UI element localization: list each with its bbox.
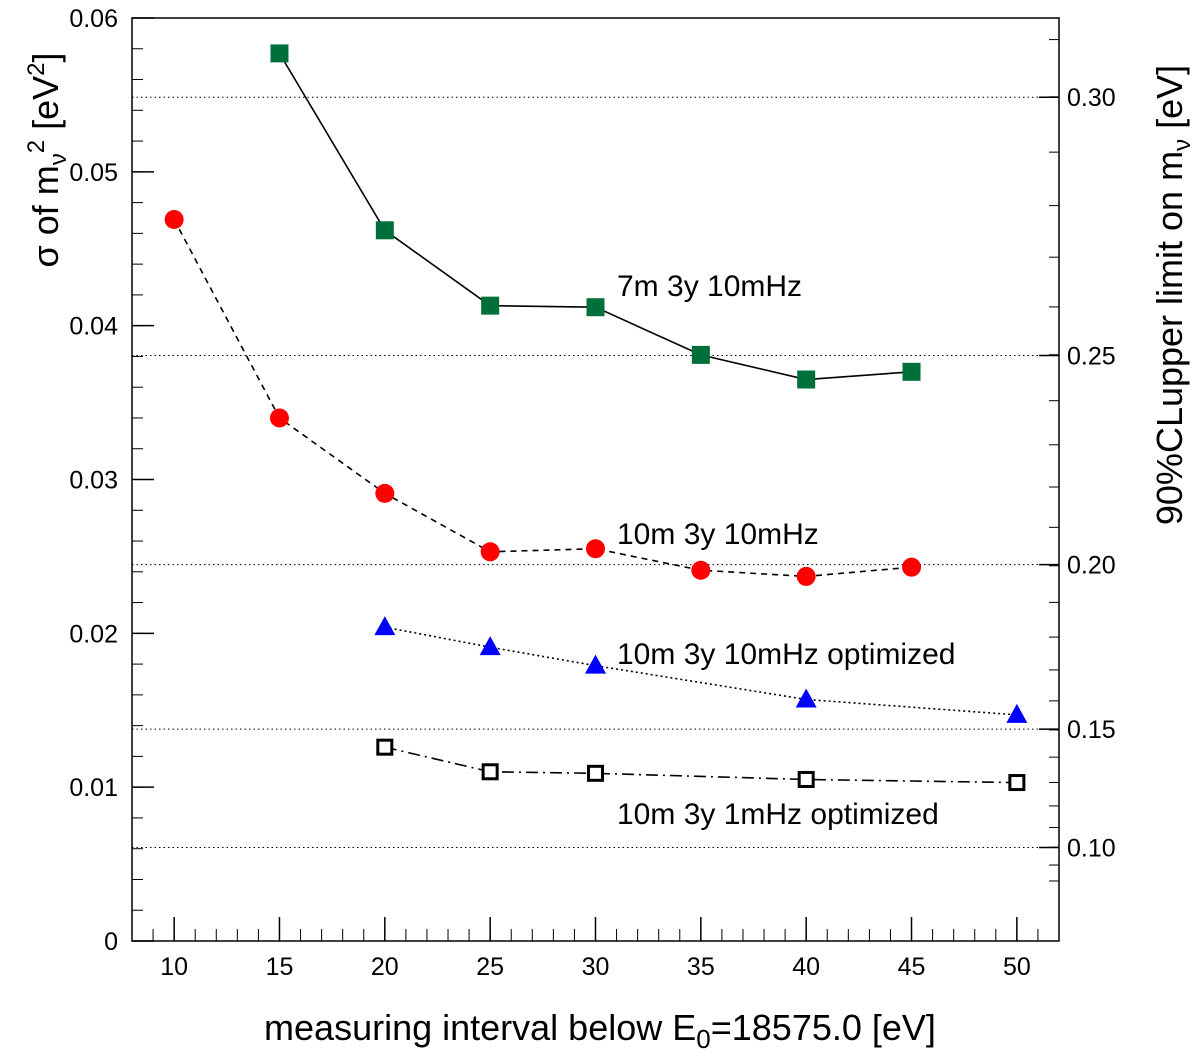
y-tick-label: 0.04 [69,313,118,341]
x-tick-label: 45 [898,953,926,981]
y-tick-label: 0 [104,928,118,956]
y-tick-label: 0.06 [69,5,118,33]
y-tick-label: 0.02 [69,620,118,648]
right-tick-label: 0.10 [1067,834,1116,862]
series-label: 10m 3y 1mHz optimized [617,798,939,831]
series-label: 10m 3y 10mHz [617,518,819,551]
data-point [797,770,815,788]
right-tick-label: 0.30 [1067,84,1116,112]
data-point [587,764,604,782]
data-point [585,654,606,674]
x-tick-label: 20 [371,953,399,981]
y-tick-label: 0.03 [69,467,118,495]
x-tick-label: 10 [160,953,188,981]
y-tick-label: 0.01 [69,774,118,802]
data-point [796,566,816,586]
x-tick-label: 30 [582,953,610,981]
data-point [586,539,605,559]
data-point [376,738,394,756]
data-point [270,44,289,63]
data-point [902,557,922,577]
x-tick-label: 15 [266,953,294,981]
series-label: 10m 3y 10mHz optimized [617,638,955,671]
x-tick-label: 25 [476,953,504,981]
data-point [795,688,817,708]
y-axis-left-title: σ of mν2 [eV2] [23,52,72,267]
data-point [269,408,289,428]
data-point [374,616,396,636]
right-tick-label: 0.15 [1067,716,1116,744]
grid-lines [132,96,1059,848]
series-labels: 7m 3y 10mHz 10m 3y 10mHz 10m 3y 10mHz opti… [617,270,955,831]
data-point [586,298,605,317]
axes: 0.10 0.15 0.20 0.25 0.30 0 0.01 0.02 0.03 0.04 0.0… [69,5,1115,981]
series-line [384,746,1017,784]
x-tick-label: 35 [687,953,715,981]
data-point [691,345,710,364]
data-point [481,296,500,315]
series-line [384,626,1017,716]
data-point [375,483,395,503]
data-point [691,560,711,580]
data-point [481,763,499,781]
data-point [1006,703,1028,723]
data-point [797,370,816,389]
x-tick-label: 50 [1003,953,1031,981]
series-label: 7m 3y 10mHz [617,270,802,303]
data-point [480,542,500,562]
y-tick-label: 0.05 [69,159,118,187]
x-tick-label: 40 [792,953,820,981]
data-point [479,636,501,656]
series [164,44,1028,792]
right-tick-label: 0.20 [1067,552,1116,580]
x-axis-title: measuring interval below E0=18575.0 [eV] [264,1007,936,1054]
series-line [173,219,912,578]
data-point [375,221,394,240]
data-point [902,362,921,381]
y-axis-right-title: 90%CLupper limit on mν [eV] [1149,65,1196,525]
data-point [164,210,184,230]
series-line [278,52,912,381]
data-point [1008,774,1026,792]
right-tick-label: 0.25 [1067,343,1116,371]
